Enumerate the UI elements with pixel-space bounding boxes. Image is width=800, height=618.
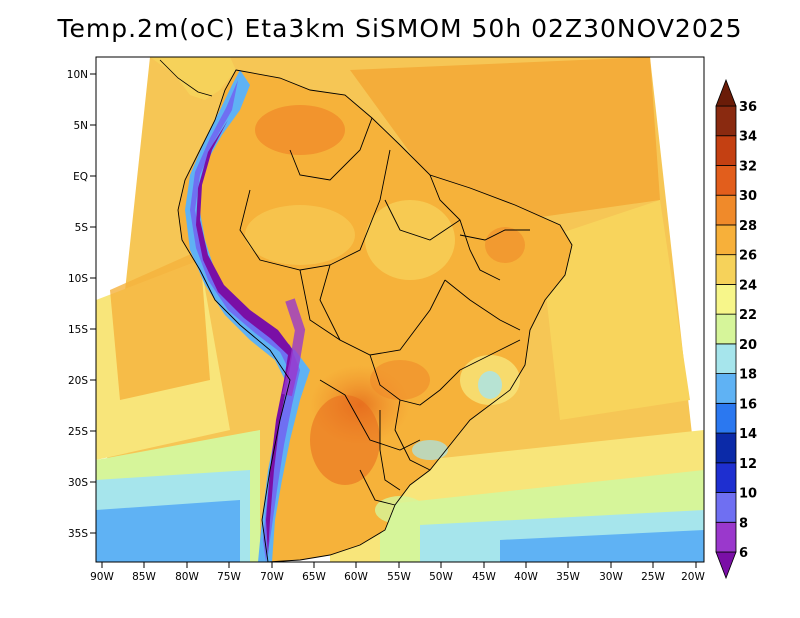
lon-label-60w: 60W — [344, 571, 368, 583]
lon-label-25w: 25W — [641, 571, 665, 583]
colorbar-label: 28 — [739, 219, 757, 234]
colorbar-segment — [715, 283, 737, 315]
colorbar-label: 24 — [739, 278, 757, 293]
colorbar-segment — [715, 521, 737, 553]
lon-label-65w: 65W — [302, 571, 326, 583]
map-title: Temp.2m(oC) Eta3km SiSMOM 50h 02Z30NOV20… — [57, 14, 743, 43]
colorbar-label: 34 — [739, 130, 757, 145]
longitude-axis — [101, 562, 697, 568]
lat-label-10s: 10S — [68, 273, 88, 285]
colorbar-label: 20 — [739, 338, 757, 353]
colorbar-segment — [715, 432, 737, 464]
colorbar-segment — [715, 105, 737, 137]
colorbar-arrow-high — [715, 78, 737, 107]
colorbar-segment — [715, 224, 737, 256]
lon-label-20w: 20W — [681, 571, 705, 583]
lon-label-80w: 80W — [175, 571, 199, 583]
colorbar-label: 16 — [739, 397, 757, 412]
latitude-axis — [90, 73, 96, 534]
lat-label-5s: 5S — [75, 222, 89, 234]
lon-label-55w: 55W — [387, 571, 411, 583]
colorbar-segment — [715, 462, 737, 493]
colorbar-label: 30 — [739, 189, 757, 204]
lat-label-20s: 20S — [68, 375, 88, 387]
lat-label-35s: 35S — [68, 528, 88, 540]
colorbar-label: 6 — [739, 546, 748, 561]
country-borders — [177, 69, 573, 562]
colorbar-label: 8 — [739, 516, 748, 531]
lat-label-eq: EQ — [73, 171, 88, 183]
map-frame — [95, 56, 705, 563]
colorbar-segment — [715, 254, 737, 285]
colorbar-segment — [715, 402, 737, 434]
colorbar-label: 18 — [739, 368, 757, 383]
lat-label-10n: 10N — [67, 69, 88, 81]
colorbar-label: 12 — [739, 457, 757, 472]
lon-label-45w: 45W — [472, 571, 496, 583]
colorbar-segment — [715, 165, 737, 196]
lon-label-40w: 40W — [514, 571, 538, 583]
colorbar-arrow-low — [715, 551, 737, 580]
colorbar-segment — [715, 492, 737, 523]
lon-label-90w: 90W — [90, 571, 114, 583]
colorbar-label: 14 — [739, 427, 757, 442]
lon-label-70w: 70W — [260, 571, 284, 583]
lat-label-15s: 15S — [68, 324, 88, 336]
colorbar-label: 10 — [739, 487, 757, 502]
lon-label-75w: 75W — [217, 571, 241, 583]
lon-label-85w: 85W — [132, 571, 156, 583]
lon-label-50w: 50W — [429, 571, 453, 583]
lon-label-35w: 35W — [556, 571, 580, 583]
lat-label-5n: 5N — [73, 120, 88, 132]
colorbar-segment — [715, 135, 737, 166]
lat-label-25s: 25S — [68, 426, 88, 438]
colorbar-label: 32 — [739, 159, 757, 174]
colorbar-segment — [715, 194, 737, 226]
lat-label-30s: 30S — [68, 477, 88, 489]
colorbar-label: 26 — [739, 249, 757, 264]
colorbar — [715, 78, 737, 580]
colorbar-segment — [715, 373, 737, 404]
colorbar-label: 36 — [739, 100, 757, 115]
colorbar-segment — [715, 313, 737, 345]
colorbar-segment — [715, 343, 737, 375]
lon-label-30w: 30W — [599, 571, 623, 583]
temperature-field — [96, 57, 704, 562]
colorbar-label: 22 — [739, 308, 757, 323]
colorbar-labels: 6 8 10 12 14 16 18 20 22 24 26 28 30 32 34 36 — [739, 100, 757, 561]
